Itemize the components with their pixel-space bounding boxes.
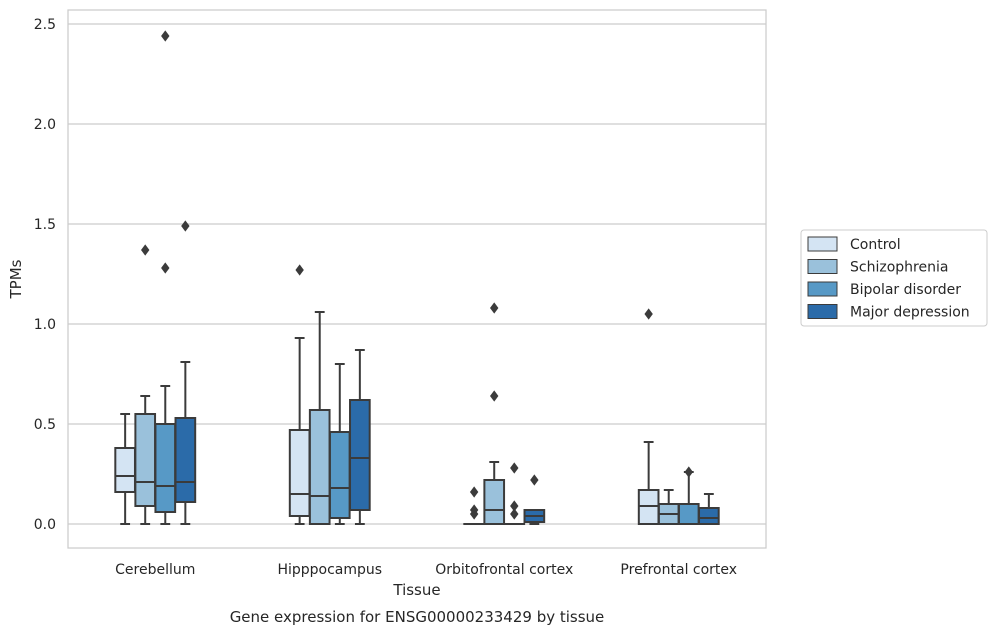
x-tick-label-orbitofrontal-cortex: Orbitofrontal cortex	[435, 562, 573, 578]
y-axis-label: TPMs	[7, 259, 25, 299]
box-hipppocampus-major-depression	[349, 349, 371, 525]
box-groups	[114, 30, 720, 526]
x-axis-label: Tissue	[392, 581, 440, 599]
iqr-box	[328, 431, 351, 519]
x-tick-label-prefrontal-cortex: Prefrontal cortex	[620, 562, 737, 578]
box-prefrontal-cortex-bipolar-disorder	[677, 466, 700, 525]
y-tick-label: 2.0	[34, 117, 56, 133]
outlier-point	[510, 462, 519, 474]
box-cerebellum-major-depression	[174, 220, 197, 525]
outlier-point	[490, 302, 499, 314]
y-tick-label: 1.0	[34, 317, 56, 333]
y-tick-label: 1.5	[34, 217, 56, 233]
x-tick-label-hipppocampus: Hipppocampus	[277, 562, 382, 578]
iqr-box	[483, 479, 506, 525]
box-prefrontal-cortex-control	[637, 308, 660, 525]
box-orbitofrontal-cortex-schizophrenia	[483, 302, 506, 525]
legend-swatch-schizophrenia	[807, 259, 838, 274]
box-cerebellum-bipolar-disorder	[154, 30, 177, 525]
iqr-box	[698, 507, 720, 525]
y-tick-label: 0.5	[34, 417, 56, 433]
outlier-point	[510, 500, 519, 512]
iqr-box	[174, 417, 197, 503]
plot-frame	[67, 9, 767, 549]
iqr-box	[349, 399, 371, 511]
box-orbitofrontal-cortex-control	[463, 486, 485, 526]
outlier-point	[469, 504, 479, 516]
legend-label-bipolar-disorder: Bipolar disorder	[850, 282, 961, 298]
outlier-point	[644, 308, 653, 320]
y-tick-label: 0.0	[34, 517, 56, 533]
box-prefrontal-cortex-major-depression	[698, 493, 720, 525]
outlier-point	[530, 474, 539, 486]
legend-swatch-major-depression	[807, 304, 838, 319]
x-tick-label-cerebellum: Cerebellum	[115, 562, 195, 578]
legend-label-control: Control	[850, 237, 901, 253]
outlier-point	[510, 508, 519, 520]
box-cerebellum-control	[114, 413, 136, 525]
outlier-point	[469, 486, 479, 498]
iqr-box	[154, 423, 177, 513]
box-prefrontal-cortex-schizophrenia	[657, 489, 680, 525]
x-tick-labels: Cerebellum Hipppocampus Orbitofrontal cort…	[115, 562, 737, 578]
outlier-point	[295, 264, 304, 276]
legend-swatch-bipolar-disorder	[807, 281, 838, 297]
outlier-point	[161, 262, 170, 274]
box-orbitofrontal-cortex-bipolar-disorder	[503, 462, 526, 526]
iqr-box	[308, 409, 331, 525]
y-tick-labels: 0.0 0.5 1.0 1.5 2.0 2.5	[34, 17, 56, 533]
outlier-point	[161, 30, 170, 42]
box-hipppocampus-control	[288, 264, 311, 525]
y-tick-label: 2.5	[34, 17, 56, 33]
iqr-box	[114, 447, 136, 493]
iqr-box	[677, 503, 700, 525]
legend-frame	[800, 229, 988, 327]
iqr-box	[288, 429, 311, 517]
box-orbitofrontal-cortex-major-depression	[523, 474, 546, 525]
chart-caption: Gene expression for ENSG00000233429 by t…	[230, 608, 605, 626]
outlier-point	[684, 466, 693, 478]
box-cerebellum-schizophrenia	[134, 244, 157, 525]
outlier-point	[181, 220, 190, 232]
box-hipppocampus-schizophrenia	[308, 311, 331, 525]
legend-swatch-control	[807, 236, 838, 252]
outlier-point	[490, 390, 499, 402]
box-hipppocampus-bipolar-disorder	[328, 363, 351, 525]
legend-label-major-depression: Major depression	[850, 305, 970, 321]
legend: Control Schizophrenia Bipolar disorder Majo…	[800, 229, 988, 327]
outlier-point	[141, 244, 150, 256]
legend-label-schizophrenia: Schizophrenia	[850, 260, 948, 276]
iqr-box	[134, 413, 157, 507]
